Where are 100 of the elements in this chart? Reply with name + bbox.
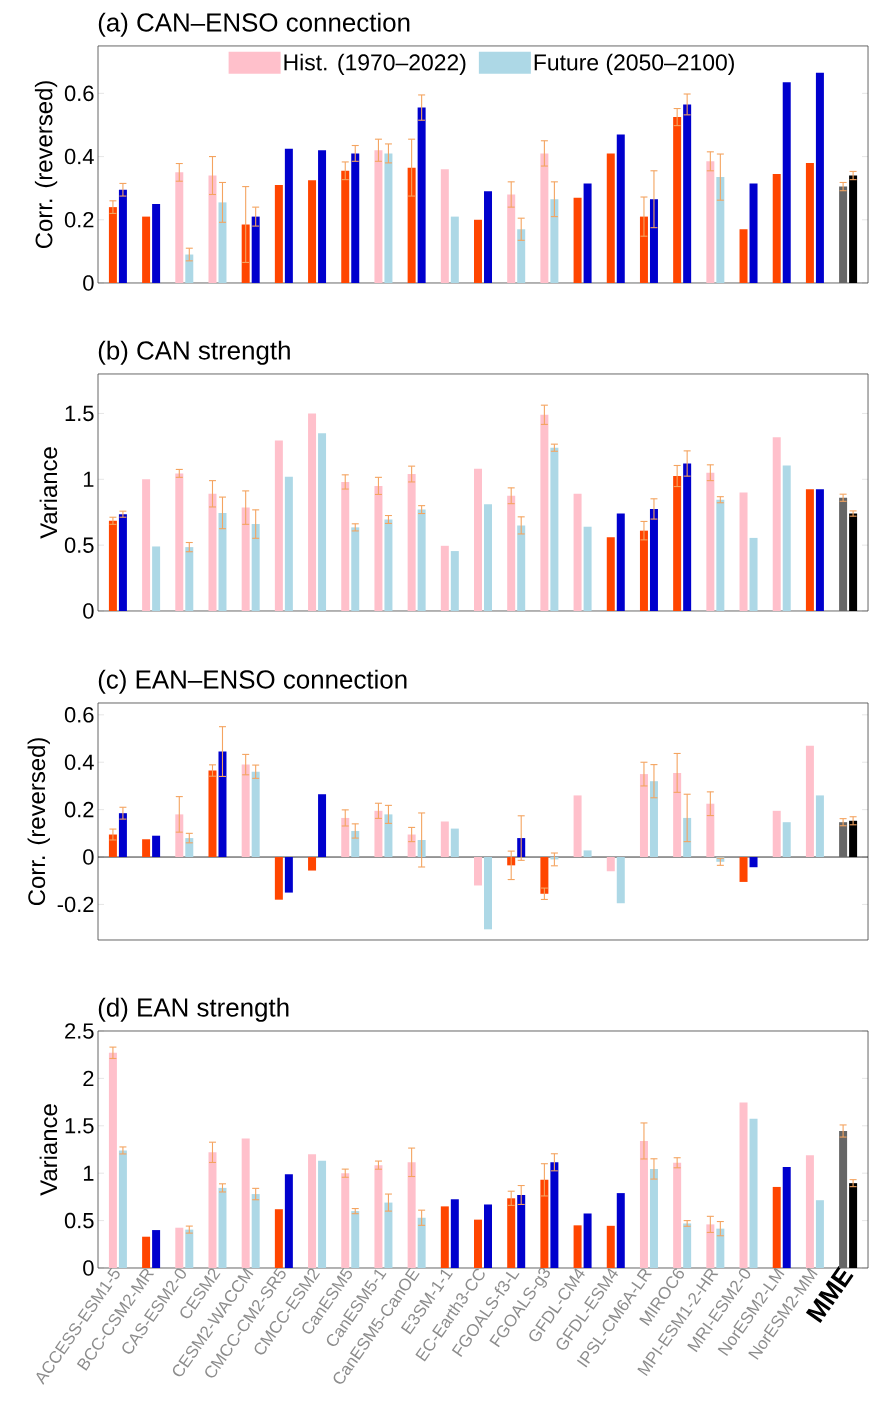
bar bbox=[772, 1186, 781, 1268]
bar bbox=[142, 1236, 151, 1268]
bar bbox=[241, 764, 250, 858]
bar bbox=[450, 828, 459, 858]
bar bbox=[673, 117, 682, 283]
bar bbox=[218, 751, 227, 858]
bar bbox=[142, 839, 151, 858]
legend-label: Future (2050–2100) bbox=[534, 53, 734, 76]
bar bbox=[440, 821, 449, 858]
bar bbox=[507, 495, 516, 611]
bar bbox=[118, 514, 127, 611]
chart-title: (c) EAN–ENSO connection bbox=[98, 669, 407, 694]
bar bbox=[606, 153, 615, 283]
bar bbox=[639, 1140, 648, 1268]
y-tick-label: 2.5 bbox=[65, 1023, 94, 1039]
bar bbox=[374, 1165, 383, 1268]
bar bbox=[185, 254, 194, 283]
bar bbox=[341, 170, 350, 283]
bar bbox=[550, 447, 559, 611]
bar bbox=[308, 857, 317, 871]
bar bbox=[616, 857, 625, 904]
bar bbox=[374, 810, 383, 858]
bar bbox=[706, 1224, 715, 1268]
legend-label: Hist. (1970–2022) bbox=[284, 53, 466, 76]
chart-title: (a) CAN–ENSO connection bbox=[98, 12, 410, 37]
bar bbox=[683, 463, 692, 611]
bar bbox=[318, 433, 327, 611]
y-tick-label: 0 bbox=[83, 275, 94, 291]
y-axis-title: Variance bbox=[39, 1104, 58, 1196]
bar bbox=[341, 817, 350, 858]
bar bbox=[849, 1183, 858, 1268]
bar bbox=[649, 1168, 658, 1268]
bar bbox=[440, 1206, 449, 1268]
bar bbox=[218, 512, 227, 611]
bar bbox=[815, 489, 824, 611]
bar bbox=[152, 835, 161, 858]
bar bbox=[517, 525, 526, 611]
bar bbox=[673, 1162, 682, 1268]
bar bbox=[815, 72, 824, 283]
bar bbox=[108, 1052, 117, 1268]
bar bbox=[616, 513, 625, 611]
bar bbox=[573, 1225, 582, 1268]
bar bbox=[606, 857, 615, 872]
bar bbox=[241, 1138, 250, 1268]
bar bbox=[407, 1162, 416, 1268]
bar bbox=[484, 857, 493, 930]
bar bbox=[474, 857, 483, 886]
y-tick-label: 0.6 bbox=[64, 707, 94, 723]
bar bbox=[805, 162, 814, 283]
bar bbox=[374, 485, 383, 611]
y-axis-title: Variance bbox=[39, 447, 58, 539]
bar bbox=[716, 499, 725, 611]
bar bbox=[849, 513, 858, 611]
bar bbox=[474, 219, 483, 283]
bar bbox=[142, 479, 151, 611]
bar bbox=[749, 857, 758, 868]
bar bbox=[849, 175, 858, 283]
y-axis-title: Corr. (reversed) bbox=[34, 81, 58, 249]
bar bbox=[706, 803, 715, 858]
bar bbox=[805, 489, 814, 611]
bar bbox=[683, 1223, 692, 1268]
bar bbox=[450, 216, 459, 283]
bar bbox=[417, 107, 426, 283]
bar bbox=[351, 153, 360, 283]
bar bbox=[407, 474, 416, 611]
bar bbox=[175, 473, 184, 611]
y-tick-label: 1.5 bbox=[65, 405, 94, 422]
bar bbox=[517, 229, 526, 283]
bar bbox=[839, 1131, 848, 1268]
bar bbox=[749, 183, 758, 283]
bar bbox=[384, 1202, 393, 1268]
bar bbox=[517, 1195, 526, 1268]
bar bbox=[175, 814, 184, 858]
y-tick-label: 0.5 bbox=[64, 1212, 94, 1229]
y-tick-label: 0.4 bbox=[64, 754, 94, 770]
bar bbox=[782, 1167, 791, 1268]
bar bbox=[440, 545, 449, 611]
bar bbox=[540, 414, 549, 611]
bar bbox=[208, 770, 217, 858]
bar bbox=[274, 440, 283, 611]
bar bbox=[118, 189, 127, 283]
bar bbox=[274, 857, 283, 900]
bar bbox=[474, 468, 483, 611]
bar bbox=[484, 191, 493, 283]
bar bbox=[839, 497, 848, 611]
bar bbox=[185, 1229, 194, 1268]
bar bbox=[251, 524, 260, 611]
bar bbox=[573, 197, 582, 283]
bar bbox=[118, 813, 127, 858]
bar bbox=[241, 224, 250, 283]
bar bbox=[351, 830, 360, 858]
bar bbox=[739, 857, 748, 882]
bar bbox=[407, 834, 416, 858]
bar bbox=[474, 1219, 483, 1268]
bar bbox=[484, 504, 493, 611]
bar bbox=[341, 481, 350, 611]
bar bbox=[341, 1173, 350, 1268]
bar bbox=[772, 173, 781, 283]
bar bbox=[706, 472, 715, 611]
bar bbox=[639, 530, 648, 611]
